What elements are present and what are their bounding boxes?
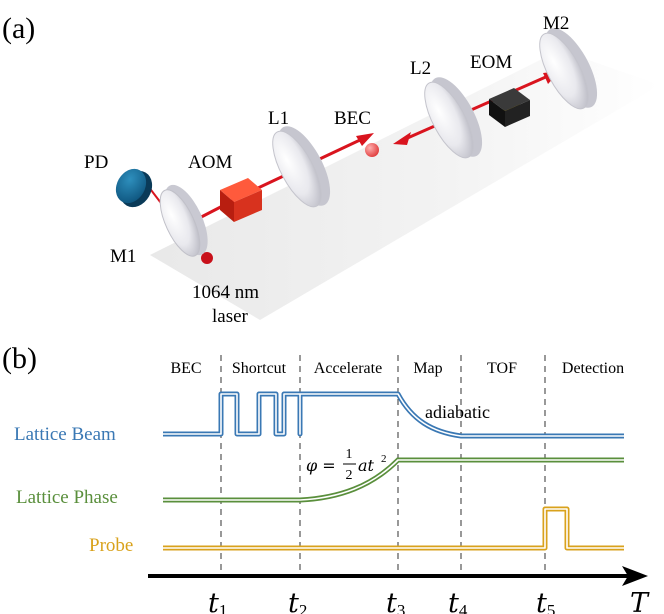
label-aom: AOM xyxy=(188,152,232,173)
lens-l2-icon xyxy=(424,81,474,159)
formula-rhs: at xyxy=(358,456,375,475)
formula-numerator: 1 xyxy=(346,447,353,462)
label-l2: L2 xyxy=(410,58,431,79)
tick-label-t5: t5 xyxy=(536,588,555,614)
tick-label-t2: t2 xyxy=(288,588,307,614)
label-pd: PD xyxy=(84,152,108,173)
panel-b: (b) BEC Shortcut Accelerate Map TOF Dete… xyxy=(2,342,650,614)
stage-label: Detection xyxy=(562,360,624,377)
probe-trace xyxy=(163,506,624,551)
tick-label-t4: t4 xyxy=(448,588,468,614)
signal-label-lattice-phase: Lattice Phase xyxy=(16,487,118,508)
optical-table-shadow xyxy=(150,50,660,320)
label-laser-line1: 1064 nm xyxy=(192,282,259,303)
label-m1: M1 xyxy=(110,246,136,267)
stage-label: Map xyxy=(413,360,442,377)
time-divider-lines xyxy=(220,355,546,576)
bec-cloud-icon xyxy=(365,143,379,157)
stage-label: BEC xyxy=(170,360,201,377)
label-l1: L1 xyxy=(268,108,289,129)
aom-icon xyxy=(220,178,262,222)
label-laser-line2: laser xyxy=(212,306,249,327)
panel-a: (a) xyxy=(2,12,660,327)
lattice-phase-trace xyxy=(163,457,624,503)
stage-label: Shortcut xyxy=(232,360,287,377)
mirror-m1-icon xyxy=(159,189,201,257)
lattice-beam-trace xyxy=(163,391,624,439)
label-bec: BEC xyxy=(334,108,371,129)
eom-icon xyxy=(489,88,530,127)
annotation-adiabatic: adiabatic xyxy=(425,402,490,422)
laser-source-dot xyxy=(201,252,213,264)
signal-label-probe: Probe xyxy=(89,535,133,556)
formula-lhs: φ = xyxy=(306,456,336,475)
formula-exponent: 2 xyxy=(381,453,387,465)
label-m2: M2 xyxy=(543,13,569,34)
label-eom: EOM xyxy=(470,52,512,73)
signal-label-lattice-beam: Lattice Beam xyxy=(14,424,116,445)
time-axis-ticks: t1 t2 t3 t4 t5 xyxy=(208,588,555,614)
beam-arrowhead-to-bec xyxy=(356,133,374,146)
tick-label-t1: t1 xyxy=(208,588,227,614)
beam-arrowhead-from-m2 xyxy=(393,132,411,145)
laser-beam-l2-to-eom xyxy=(402,74,549,142)
stage-label: TOF xyxy=(487,360,517,377)
time-axis-arrowhead xyxy=(622,566,648,586)
photodiode-icon xyxy=(115,168,147,204)
panel-a-label: (a) xyxy=(2,12,35,45)
mirror-m2-icon xyxy=(539,32,589,110)
stage-label: Accelerate xyxy=(314,360,382,377)
panel-b-label: (b) xyxy=(2,342,37,375)
tick-label-t3: t3 xyxy=(386,588,405,614)
lens-l1-icon xyxy=(272,130,322,208)
formula-denominator: 2 xyxy=(346,468,353,483)
time-axis-end-label: T xyxy=(630,588,650,614)
phase-formula: φ = 1 2 at 2 xyxy=(306,447,387,483)
